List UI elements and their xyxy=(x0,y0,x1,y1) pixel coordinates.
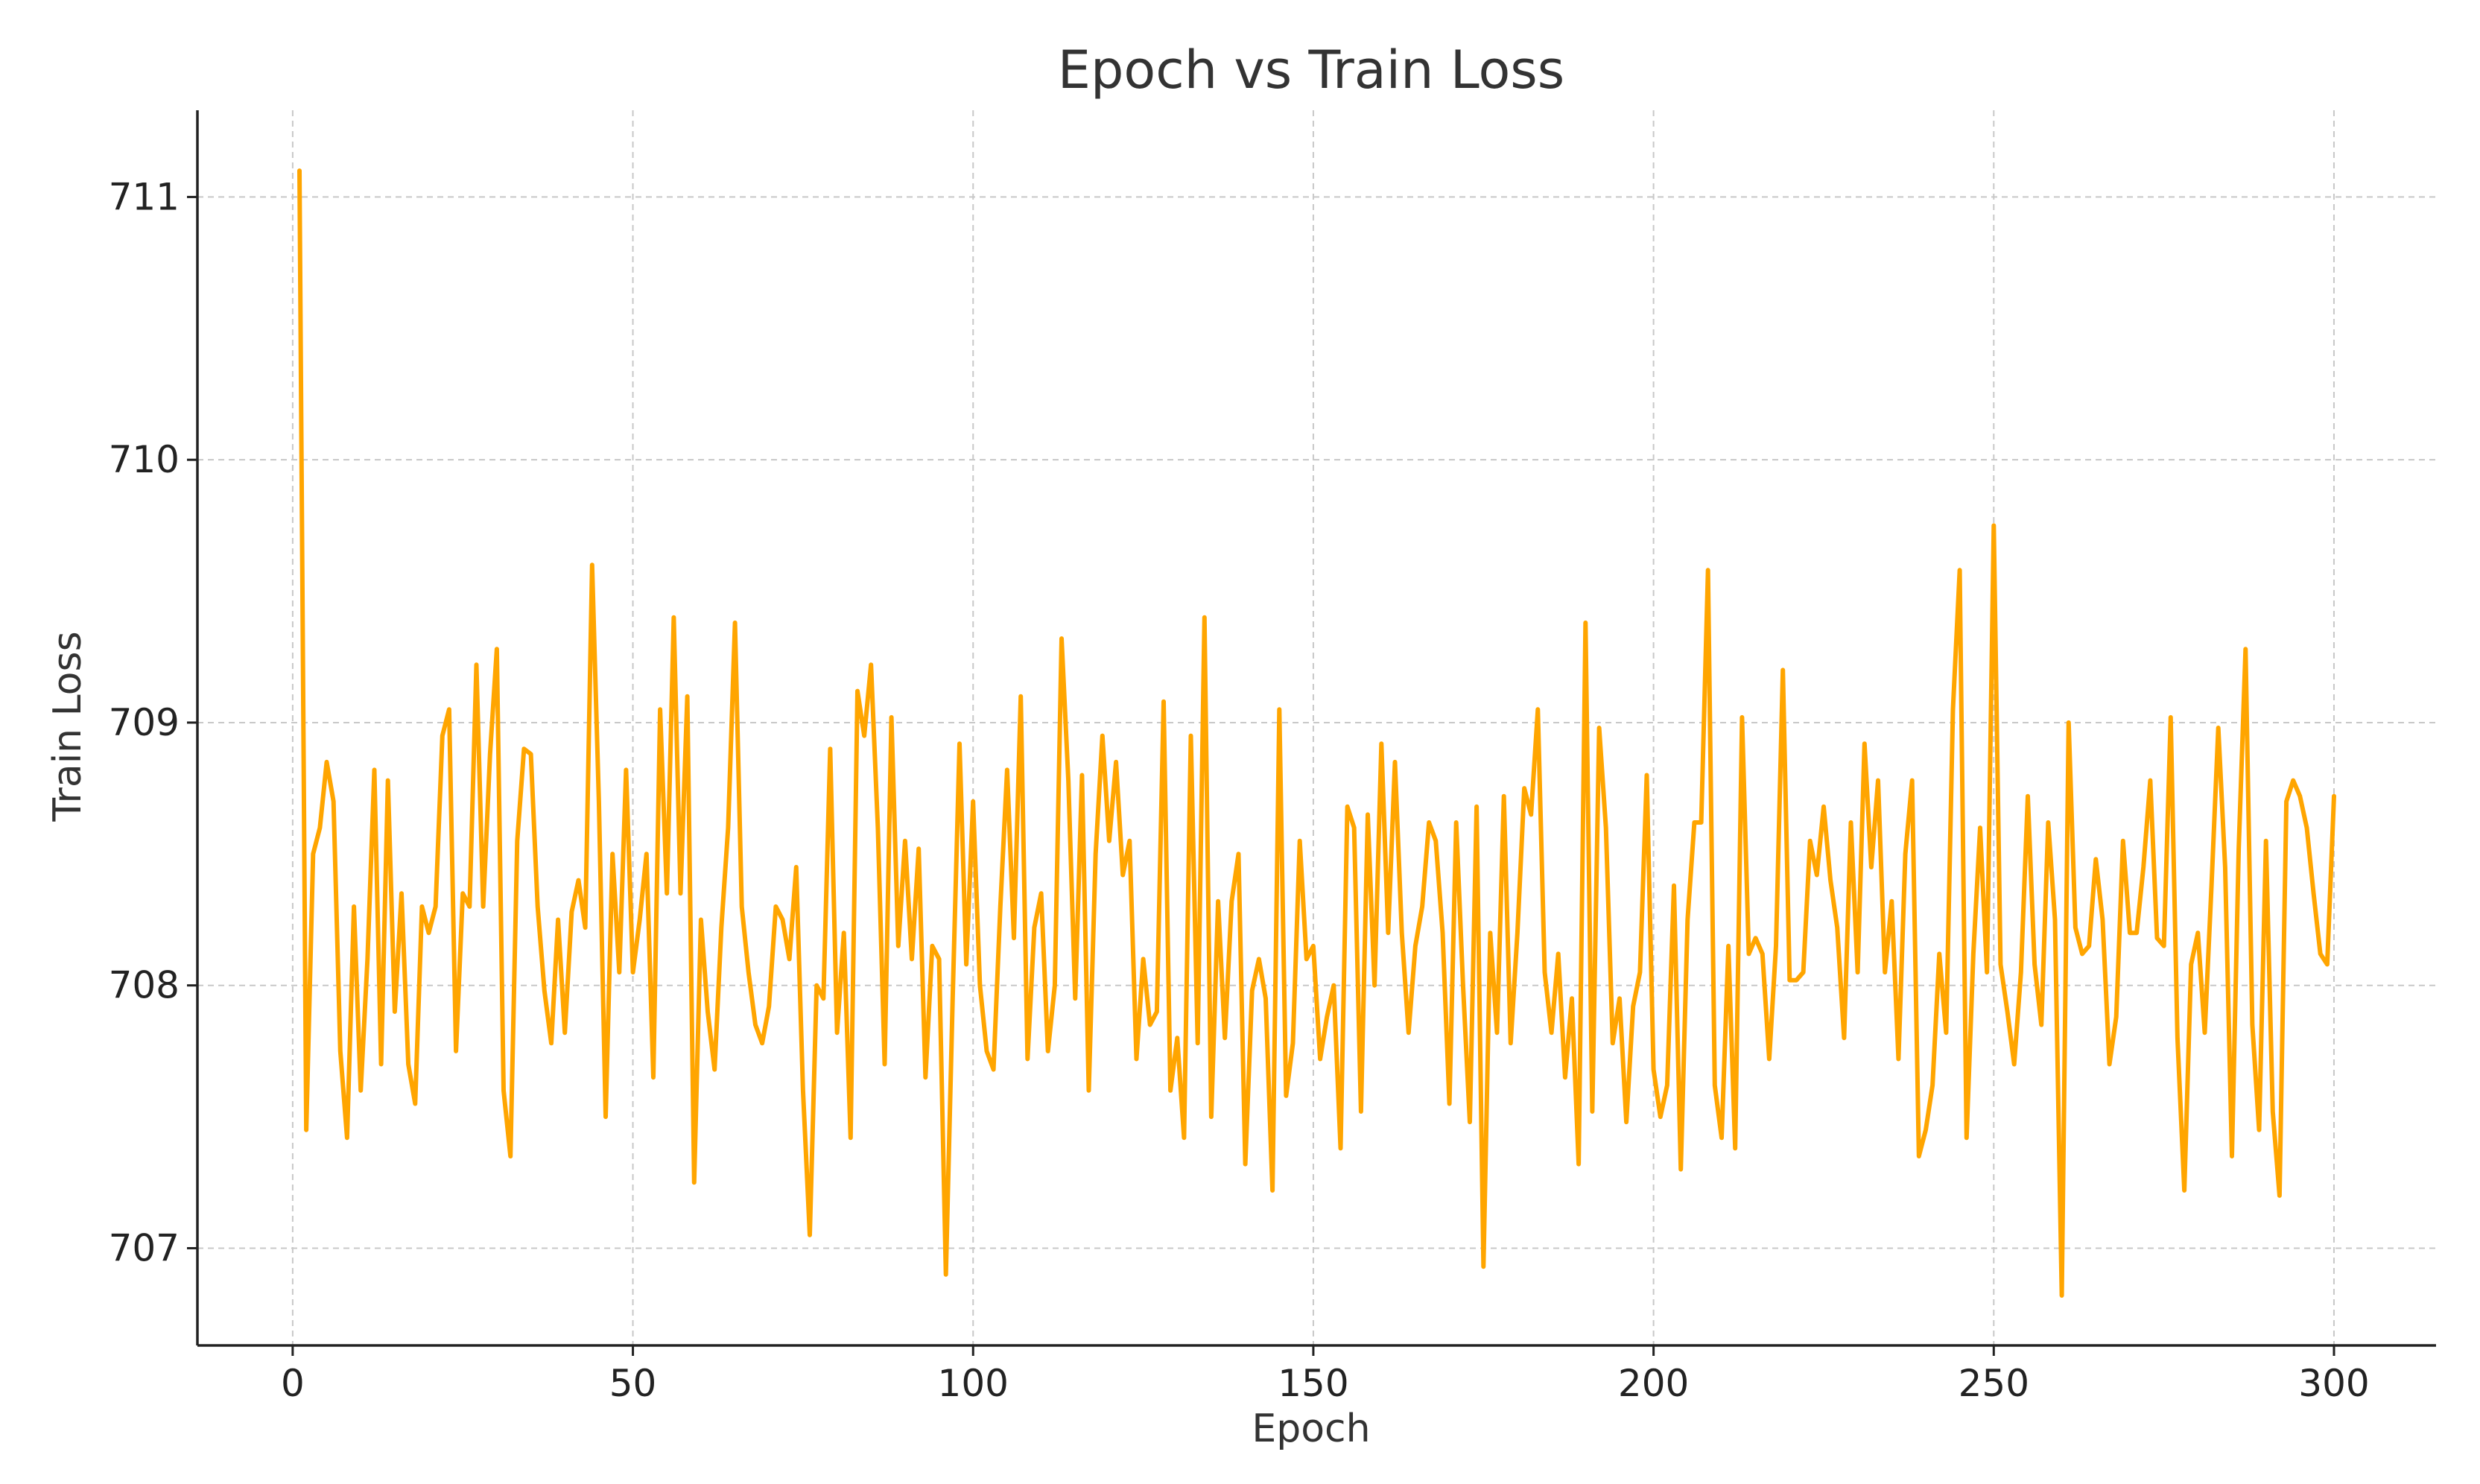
x-tick-label: 200 xyxy=(1618,1362,1689,1405)
x-tick-label: 0 xyxy=(281,1362,305,1405)
x-axis-label: Epoch xyxy=(1252,1407,1370,1451)
chart-title: Epoch vs Train Loss xyxy=(1058,39,1564,101)
grid-lines xyxy=(197,110,2436,1345)
y-tick-label: 710 xyxy=(109,438,180,481)
y-axis-label: Train Loss xyxy=(45,631,90,822)
x-tick-label: 100 xyxy=(938,1362,1009,1405)
y-tick-label: 707 xyxy=(109,1226,180,1269)
y-axis-ticks: 707 708 709 710 711 xyxy=(109,175,197,1269)
x-axis-ticks: 0 50 100 150 200 250 300 xyxy=(281,1345,2370,1405)
y-tick-label: 709 xyxy=(109,701,180,744)
axes xyxy=(196,110,2436,1347)
series-line-0 xyxy=(297,168,2336,1298)
x-tick-label: 50 xyxy=(609,1362,657,1405)
plot-area xyxy=(297,168,2336,1298)
x-tick-label: 300 xyxy=(2298,1362,2369,1405)
x-tick-label: 150 xyxy=(1278,1362,1348,1405)
y-tick-label: 711 xyxy=(109,175,180,218)
x-tick-label: 250 xyxy=(1959,1362,2029,1405)
y-tick-label: 708 xyxy=(109,964,180,1007)
